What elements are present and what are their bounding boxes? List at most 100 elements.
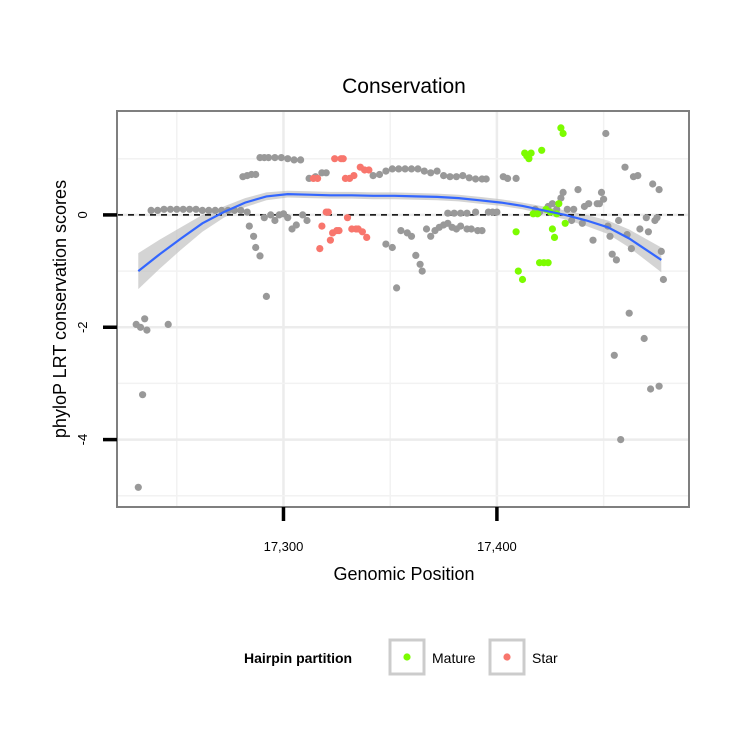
point-other bbox=[457, 222, 465, 230]
point-mature bbox=[514, 267, 522, 275]
point-other bbox=[252, 170, 260, 179]
point-other bbox=[134, 483, 142, 491]
point-other bbox=[284, 155, 292, 163]
point-other bbox=[621, 163, 629, 171]
point-other bbox=[277, 154, 285, 162]
point-star bbox=[335, 227, 343, 235]
point-other bbox=[262, 292, 270, 300]
legend-label: Star bbox=[532, 650, 558, 666]
point-other bbox=[504, 174, 512, 182]
point-other bbox=[407, 165, 416, 173]
x-axis: 17,300 17,400 bbox=[264, 507, 517, 554]
point-other bbox=[559, 188, 567, 196]
point-other bbox=[237, 206, 245, 214]
point-other bbox=[382, 167, 390, 175]
point-other bbox=[627, 245, 636, 253]
point-other bbox=[602, 129, 610, 138]
point-other bbox=[322, 169, 330, 177]
smooth-line bbox=[137, 192, 662, 272]
point-other bbox=[186, 205, 194, 213]
point-other bbox=[297, 156, 305, 164]
point-mature bbox=[538, 146, 546, 154]
point-other bbox=[578, 219, 586, 227]
point-star bbox=[326, 236, 334, 244]
point-other bbox=[597, 188, 606, 196]
point-other bbox=[657, 247, 665, 255]
point-other bbox=[136, 323, 145, 331]
point-other bbox=[644, 228, 653, 236]
point-other bbox=[260, 214, 268, 222]
point-other bbox=[211, 206, 219, 214]
point-other bbox=[414, 165, 422, 173]
point-other bbox=[139, 391, 147, 399]
point-mature bbox=[559, 129, 567, 138]
y-axis-label: phyloP LRT conservation scores bbox=[50, 180, 70, 438]
point-other bbox=[610, 351, 618, 359]
point-other bbox=[243, 208, 251, 216]
point-other bbox=[557, 194, 565, 202]
point-star bbox=[350, 172, 358, 180]
point-other bbox=[548, 200, 557, 208]
point-star bbox=[324, 208, 332, 216]
point-other bbox=[647, 385, 655, 393]
point-other bbox=[659, 275, 668, 284]
legend-marker bbox=[403, 653, 411, 661]
point-other bbox=[303, 216, 311, 225]
point-other bbox=[397, 227, 405, 235]
y-axis: -4 -2 0 bbox=[75, 211, 117, 445]
data-points bbox=[132, 124, 668, 491]
point-mature bbox=[525, 155, 533, 163]
x-tick-label: 17,300 bbox=[264, 539, 304, 554]
point-other bbox=[192, 205, 200, 213]
point-other bbox=[625, 309, 633, 317]
point-other bbox=[615, 216, 623, 225]
point-other bbox=[160, 205, 168, 213]
point-other bbox=[649, 180, 657, 188]
point-other bbox=[568, 216, 576, 225]
point-star bbox=[318, 222, 326, 230]
point-other bbox=[395, 165, 403, 173]
point-other bbox=[141, 315, 149, 323]
point-other bbox=[173, 205, 181, 213]
point-star bbox=[343, 214, 352, 222]
point-other bbox=[267, 211, 275, 219]
point-other bbox=[444, 209, 452, 217]
point-other bbox=[640, 334, 648, 343]
point-other bbox=[292, 221, 300, 229]
point-other bbox=[608, 250, 616, 258]
point-other bbox=[574, 186, 582, 194]
series-star bbox=[309, 155, 373, 253]
legend-item-mature: Mature bbox=[388, 638, 476, 676]
point-other bbox=[655, 382, 663, 390]
point-other bbox=[433, 167, 441, 175]
point-other bbox=[653, 214, 661, 222]
point-other bbox=[617, 436, 625, 444]
point-star bbox=[363, 233, 371, 241]
point-other bbox=[412, 251, 420, 259]
point-other bbox=[472, 208, 480, 216]
point-star bbox=[365, 166, 373, 174]
point-star bbox=[339, 155, 347, 163]
point-mature bbox=[527, 149, 535, 157]
point-mature bbox=[544, 259, 552, 267]
point-other bbox=[369, 172, 377, 180]
point-other bbox=[427, 232, 435, 240]
point-other bbox=[205, 206, 213, 214]
point-other bbox=[585, 200, 593, 208]
point-mature bbox=[518, 275, 527, 284]
y-tick-label: -2 bbox=[75, 321, 90, 333]
point-other bbox=[563, 205, 571, 213]
y-tick-label: 0 bbox=[75, 211, 90, 218]
point-mature bbox=[550, 233, 559, 241]
point-other bbox=[636, 225, 644, 233]
point-other bbox=[271, 216, 279, 225]
point-other bbox=[256, 252, 264, 260]
point-other bbox=[457, 209, 465, 217]
point-other bbox=[166, 205, 174, 213]
plot-panel-border bbox=[116, 110, 690, 508]
point-other bbox=[393, 284, 401, 292]
point-other bbox=[467, 225, 475, 233]
point-other bbox=[422, 225, 431, 233]
point-other bbox=[147, 206, 155, 214]
point-other bbox=[493, 208, 501, 216]
